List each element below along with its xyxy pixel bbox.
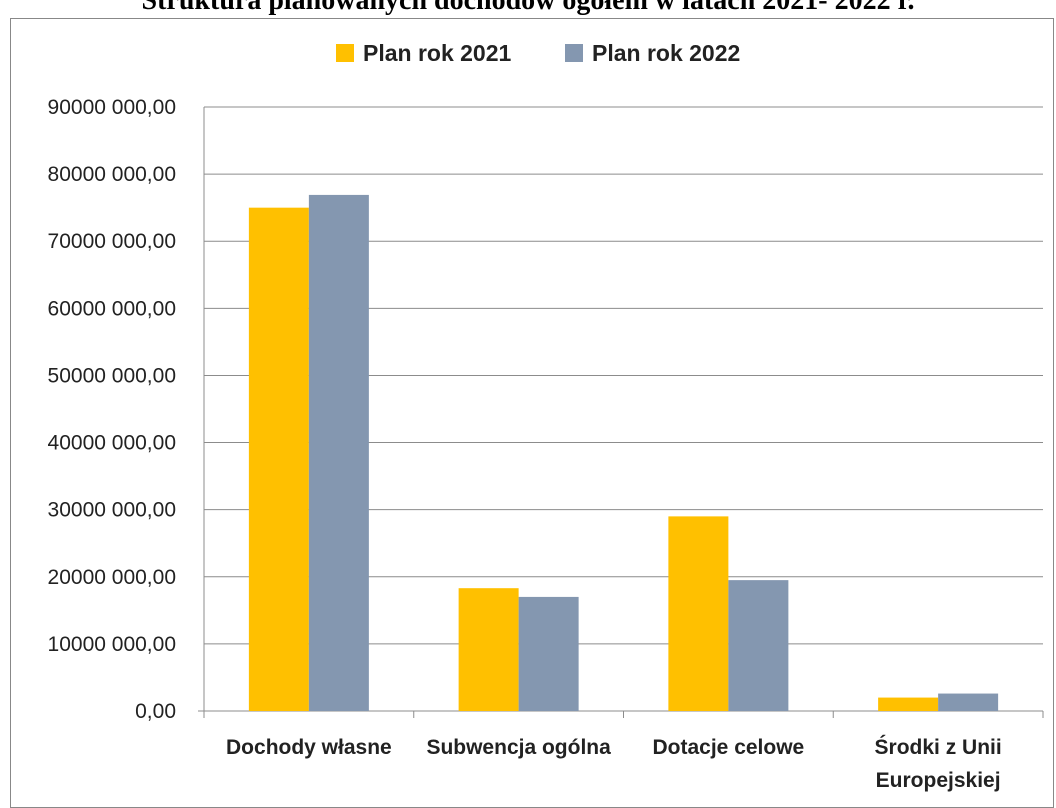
legend-label: Plan rok 2022 [592, 40, 740, 66]
bar [728, 580, 789, 711]
bar [248, 207, 309, 711]
x-tick-label: Dochody własne [226, 736, 392, 759]
y-tick-label: 0,00 [135, 700, 176, 723]
y-tick-label: 60000 000,00 [48, 297, 176, 320]
bar [458, 588, 519, 711]
y-tick-label: 30000 000,00 [48, 499, 176, 522]
y-tick-label: 40000 000,00 [48, 432, 176, 455]
legend-swatch [336, 44, 354, 62]
bar [668, 516, 729, 711]
y-tick-label: 20000 000,00 [48, 566, 176, 589]
y-tick-label: 80000 000,00 [48, 163, 176, 186]
x-tick-label: Dotacje celowe [653, 736, 805, 759]
chart-title: Struktura planowanych dochodów ogółem w … [141, 0, 915, 16]
x-tick-label: Europejskiej [876, 769, 1001, 792]
legend-swatch [565, 44, 583, 62]
y-tick-label: 10000 000,00 [48, 633, 176, 656]
y-tick-label: 70000 000,00 [48, 230, 176, 253]
bar [938, 693, 999, 711]
y-tick-label: 50000 000,00 [48, 364, 176, 387]
bar [518, 596, 579, 711]
x-tick-label: Środki z Unii [875, 735, 1002, 759]
legend-label: Plan rok 2021 [363, 40, 512, 66]
y-tick-label: 90000 000,00 [48, 96, 176, 119]
bar [878, 697, 939, 711]
x-tick-label: Subwencja ogólna [426, 736, 611, 759]
bar [308, 194, 369, 712]
